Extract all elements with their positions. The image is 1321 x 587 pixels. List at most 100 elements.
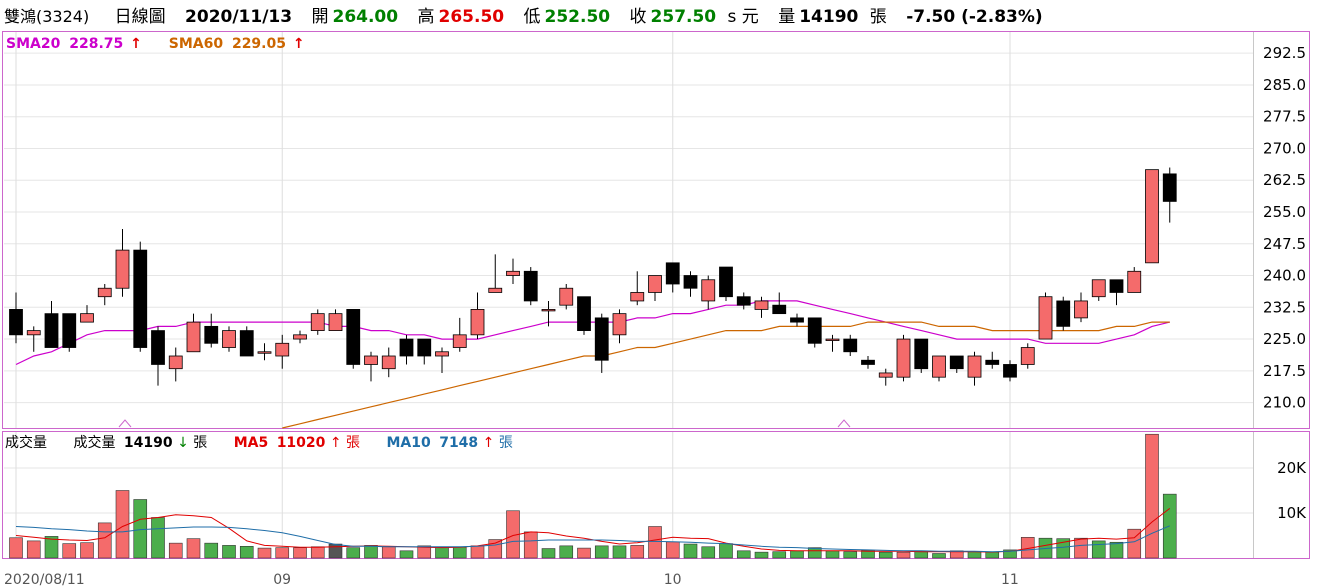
- candle-body: [878, 372, 893, 378]
- candle-body: [1003, 364, 1017, 378]
- volume-bar: [80, 542, 94, 559]
- close-label: 收: [629, 7, 647, 27]
- volume-bar: [346, 547, 361, 559]
- open-value: 264.00: [332, 7, 399, 27]
- candle-body: [44, 313, 59, 348]
- sma20-label: SMA20: [6, 36, 61, 52]
- price-tick-label: 255.0: [1263, 203, 1306, 221]
- price-tick-label: 285.0: [1263, 76, 1306, 94]
- price-tick-label: 225.0: [1263, 330, 1306, 348]
- volume-bar: [239, 545, 254, 559]
- candle-body: [1056, 300, 1071, 327]
- candle-body: [151, 330, 165, 365]
- candle-body: [257, 351, 272, 354]
- volume-tick-label: 20K: [1277, 459, 1307, 477]
- volume-bar: [665, 541, 680, 559]
- candle-body: [541, 309, 556, 312]
- volume-bar: [452, 546, 467, 559]
- volume-value: 14190: [124, 435, 173, 451]
- volume-bar: [168, 542, 183, 559]
- volume-bar: [790, 550, 804, 559]
- marker-triangle-icon: [118, 419, 132, 428]
- volume-bar: [878, 551, 893, 559]
- volume-ma-lines: [15, 508, 1171, 553]
- volume-panel-frame: [2, 431, 1310, 559]
- candle-body: [399, 338, 414, 357]
- sma60-line: [282, 321, 1170, 429]
- volume-bar: [541, 548, 556, 559]
- volume-bar: [399, 550, 414, 559]
- volume-label: 量: [778, 7, 796, 27]
- volume-bar: [133, 499, 148, 559]
- candle-body: [594, 317, 609, 361]
- candle-body: [1074, 300, 1088, 319]
- candle-body: [417, 338, 432, 357]
- volume-bar: [896, 551, 911, 559]
- candle-body: [648, 275, 662, 293]
- candle-body: [825, 338, 840, 341]
- price-tick-label: 277.5: [1263, 108, 1306, 126]
- ma10-line: [15, 525, 1170, 553]
- volume-bar: [470, 545, 485, 559]
- ma10-up-arrow-icon: ↑: [483, 435, 495, 451]
- ma5-up-arrow-icon: ↑: [330, 435, 342, 451]
- candle-body: [914, 338, 929, 370]
- sma20-up-arrow-icon: ↑: [130, 36, 142, 52]
- volume-bar: [577, 547, 591, 559]
- candles: [9, 167, 1177, 386]
- candle-body: [275, 342, 290, 357]
- volume-bar: [523, 531, 538, 559]
- volume-bar: [26, 540, 41, 559]
- candle-body: [9, 309, 23, 336]
- volume-bar: [1127, 528, 1142, 559]
- candle-body: [97, 287, 112, 298]
- svg-text:成交量 成交量 14190 ↓: 成交量 成交量 14190 ↓ 張 MA5 11020 ↑ 張 MA10 714…: [5, 434, 513, 451]
- volume-bar: [772, 551, 787, 559]
- marker-triangle-icon: [837, 419, 851, 428]
- volume-bar: [967, 551, 982, 559]
- candle-body: [186, 321, 201, 353]
- volume-panel-title: 成交量: [5, 434, 47, 451]
- sma20-line: [15, 300, 1170, 366]
- volume-bar: [807, 547, 822, 559]
- price-tick-label: 247.5: [1263, 235, 1306, 253]
- candle-body: [168, 355, 183, 370]
- candle-body: [364, 355, 378, 365]
- sma60-up-arrow-icon: ↑: [293, 36, 305, 52]
- candle-body: [807, 317, 822, 344]
- candle-body: [701, 279, 716, 302]
- candle-body: [630, 292, 645, 302]
- volume-bar: [204, 542, 219, 559]
- volume-bar: [612, 545, 627, 559]
- volume-value: 14190: [799, 7, 859, 27]
- candle-body: [239, 330, 254, 357]
- period-label: 日線圖: [114, 7, 166, 27]
- candle-body: [967, 355, 982, 378]
- candle-body: [310, 313, 325, 331]
- sma-lines: [15, 300, 1170, 429]
- sma60-label: SMA60: [169, 36, 224, 52]
- volume-bar: [275, 547, 290, 559]
- sma60-value: 229.05: [232, 36, 286, 52]
- candle-body: [843, 338, 858, 353]
- candle-body: [1109, 279, 1124, 293]
- candle-body: [719, 266, 733, 298]
- volume-bar: [1109, 541, 1124, 559]
- price-tick-label: 262.5: [1263, 171, 1306, 189]
- candle-body: [577, 296, 591, 331]
- candle-body: [293, 334, 307, 340]
- volume-unit: 張: [869, 7, 887, 27]
- volume-bar: [594, 545, 609, 559]
- svg-text:SMA20 228.75 ↑ SMA: SMA20 228.75 ↑ SMA60 229.05 ↑: [6, 36, 305, 52]
- ma10-value: 7148: [439, 435, 478, 451]
- candle-body: [452, 334, 467, 348]
- volume-bar: [736, 550, 751, 559]
- volume-bar: [932, 553, 946, 559]
- date-tick-label: 11: [1001, 572, 1019, 587]
- candle-body: [1038, 296, 1053, 340]
- candle-body: [896, 338, 911, 378]
- date-tick-labels: 2020/08/11 09 10 11: [4, 572, 1019, 587]
- candle-body: [381, 355, 396, 370]
- candle-body: [204, 325, 219, 344]
